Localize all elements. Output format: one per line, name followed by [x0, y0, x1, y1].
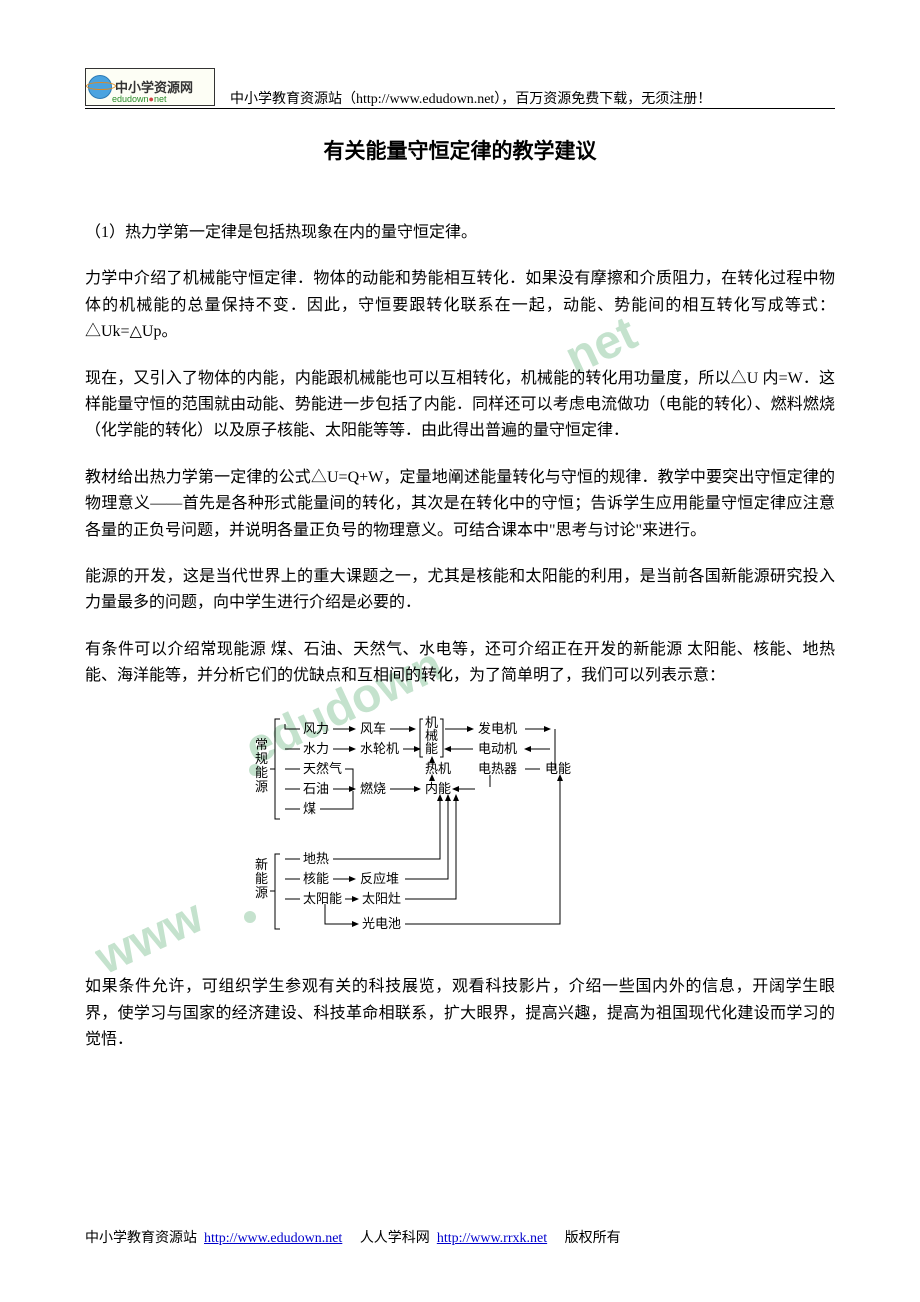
logo-title: 中小学资源网 [115, 81, 193, 94]
bracket-lower [270, 854, 280, 929]
r4-mid: 燃烧 [360, 781, 386, 796]
para-3: 现在，又引入了物体的内能，内能跟机械能也可以互相转化，机械能的转化用功量度，所以… [85, 366, 835, 445]
r6-src: 地热 [303, 851, 329, 866]
r5-src: 煤 [303, 801, 316, 816]
label-new: 新 能 源 [255, 857, 271, 900]
r7-mid: 反应堆 [360, 871, 399, 886]
logo-domain-pre: edudown [112, 94, 149, 104]
elec-energy: 电能 [545, 761, 571, 776]
r7-src: 核能 [303, 871, 329, 886]
heater: 电热器 [478, 761, 517, 776]
geo-to-inte [333, 795, 440, 859]
mech-energy: 机 械 能 [425, 715, 441, 756]
r9-mid: 光电池 [362, 916, 401, 931]
site-logo: 中小学资源网 edudown●net [85, 68, 215, 106]
header-rule [85, 108, 835, 109]
page-title: 有关能量守恒定律的教学建议 [85, 135, 835, 165]
reactor-to-inte [405, 795, 448, 879]
r9-conn [325, 904, 358, 924]
globe-icon [88, 75, 112, 99]
generator: 发电机 [478, 721, 517, 736]
heat-engine: 热机 [425, 761, 451, 776]
para-6: 有条件可以介绍常现能源 煤、石油、天然气、水电等，还可介绍正在开发的新能源 太阳… [85, 637, 835, 690]
r3-src: 天然气 [303, 761, 342, 776]
r8-src: 太阳能 [303, 891, 342, 906]
logo-domain: edudown●net [112, 94, 167, 104]
r2-src: 水力 [303, 741, 329, 756]
para-4: 教材给出热力学第一定律的公式△U=Q+W，定量地阐述能量转化与守恒的规律．教学中… [85, 465, 835, 544]
diagram-svg: 常 规 能 源 新 能 源 风力 风车 水力 水轮机 [225, 709, 695, 954]
footer-label-1: 中小学教育资源站 [85, 1231, 197, 1246]
internal-energy: 内能 [425, 781, 451, 796]
page-footer: 中小学教育资源站 http://www.edudown.net 人人学科网 ht… [85, 1227, 835, 1247]
para-7: 如果条件允许，可组织学生参观有关的科技展览，观看科技影片，介绍一些国内外的信息，… [85, 974, 835, 1053]
mech-bracket-l [420, 719, 423, 757]
bracket-upper [270, 719, 280, 819]
footer-label-2: 人人学科网 [360, 1231, 430, 1246]
energy-diagram: 常 规 能 源 新 能 源 风力 风车 水力 水轮机 [85, 709, 835, 954]
para-1: （1）热力学第一定律是包括热现象在内的量守恒定律。 [85, 220, 835, 246]
header-text: 中小学教育资源站（http://www.edudown.net），百万资源免费下… [230, 88, 711, 108]
para-5: 能源的开发，这是当代世界上的重大课题之一，尤其是核能和太阳能的利用，是当前各国新… [85, 564, 835, 617]
footer-copyright: 版权所有 [565, 1231, 621, 1246]
r1-mid: 风车 [360, 721, 386, 736]
pv-to-elec [405, 775, 560, 924]
motor: 电动机 [478, 741, 517, 756]
footer-link-1[interactable]: http://www.edudown.net [204, 1231, 342, 1246]
r1-src: 风力 [303, 721, 329, 736]
label-conventional: 常 规 能 源 [255, 737, 271, 794]
para-2: 力学中介绍了机械能守恒定律．物体的动能和势能相互转化．如果没有摩擦和介质阻力，在… [85, 266, 835, 345]
footer-link-2[interactable]: http://www.rrxk.net [437, 1231, 547, 1246]
r2-mid: 水轮机 [360, 741, 399, 756]
r8-mid: 太阳灶 [362, 891, 401, 906]
logo-domain-post: net [154, 94, 167, 104]
r4-src: 石油 [303, 781, 329, 796]
r3-down [345, 769, 353, 789]
r1-conn [285, 724, 300, 729]
